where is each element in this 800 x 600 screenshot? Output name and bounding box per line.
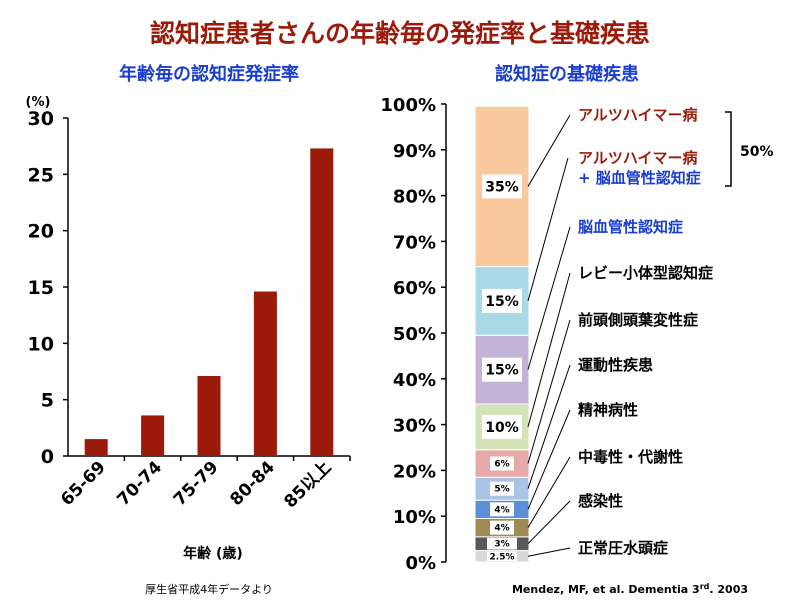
left-x-tick-label: 75-79 [170,457,223,510]
left-y-tick-label: 20 [28,221,54,243]
right-y-tick-label: 70% [393,232,436,253]
stack-value-label: 15% [485,363,519,379]
stack-value-box-0 [487,551,517,561]
leader-line [527,114,571,187]
left-source-note: 厚生省平成4年データより [145,582,273,596]
left-y-tick-label: 30 [28,108,54,130]
stack-value-box-2 [490,520,514,535]
right-y-tick-label: 90% [393,141,436,162]
leader-line [527,319,571,464]
stack-value-label: 6% [494,460,509,470]
left-x-tick-label: 80-84 [226,457,279,510]
left-x-tick-label: 85以上 [280,457,335,512]
stack-value-label: 10% [485,420,519,436]
disease-label: 正常圧水頭症 [578,539,668,557]
right-chart-title: 認知症の基礎疾患 [495,63,639,85]
right-y-tick-label: 20% [393,461,436,482]
leader-line [527,157,569,302]
disease-label: + 脳血管性認知症 [578,169,701,187]
left-x-tick-label: 65-69 [57,457,110,510]
stack-value-box-5 [490,456,514,471]
disease-label: 中毒性・代謝性 [578,448,683,466]
stack-value-box-4 [490,481,514,496]
stack-value-label: 4% [494,505,509,515]
stack-value-box-9 [482,174,522,199]
bar-70-74 [141,415,165,456]
stack-value-label: 4% [494,524,509,534]
left-x-axis-label: 年齢 (歳) [183,545,243,562]
left-y-unit: (%) [26,95,51,110]
left-y-tick-label: 25 [28,164,54,186]
right-y-tick-label: 100% [380,95,436,116]
stack-value-box-8 [482,288,522,313]
bracket-label: 50% [740,144,774,160]
stack-value-box-3 [490,502,514,517]
right-y-tick-label: 80% [393,187,436,208]
left-y-tick-label: 5 [41,390,54,412]
leader-line [527,272,571,428]
main-title: 認知症患者さんの年齢毎の発症率と基礎疾患 [149,19,650,48]
stack-value-box-1 [487,537,517,550]
bar-80-84 [253,291,277,456]
stack-value-label: 35% [485,179,519,195]
left-y-tick-label: 0 [41,446,54,468]
leader-line [527,409,571,510]
left-y-tick-label: 10 [28,333,54,355]
bar-75-79 [197,376,221,456]
stack-value-label: 15% [485,294,519,310]
right-y-tick-label: 40% [393,370,436,391]
right-y-tick-label: 30% [393,416,436,437]
right-y-tick-label: 0% [405,553,436,574]
right-y-tick-label: 60% [393,278,436,299]
disease-label: 運動性疾患 [578,356,653,374]
stack-value-label: 5% [494,485,509,495]
right-y-tick-label: 10% [393,507,436,528]
disease-label: 脳血管性認知症 [578,218,683,236]
disease-label: 感染性 [578,492,623,510]
disease-label: 前頭側頭葉変性症 [578,311,698,329]
leader-line [527,364,571,489]
leader-line [527,500,571,545]
left-y-tick-label: 15 [28,277,54,299]
leader-line [527,456,571,528]
bar-85以上 [310,148,334,457]
leader-line [527,547,571,557]
bar-65-69 [84,439,108,456]
right-source-note: Mendez, MF, et al. Dementia 3rd. 2003 [512,582,748,596]
right-y-tick-label: 50% [393,324,436,345]
disease-label: レビー小体型認知症 [578,264,713,282]
disease-label: アルツハイマー病 [578,106,698,124]
disease-label: アルツハイマー病 [578,149,698,167]
stack-value-label: 2.5% [490,552,515,562]
left-chart-title: 年齢毎の認知症発症率 [119,63,299,85]
disease-label: 精神病性 [578,401,638,419]
stack-value-box-7 [482,357,522,382]
stack-value-box-6 [482,414,522,439]
stack-value-label: 3% [494,540,509,550]
leader-line [527,226,571,370]
bracket-line [725,111,732,187]
left-x-tick-label: 70-74 [114,457,167,510]
